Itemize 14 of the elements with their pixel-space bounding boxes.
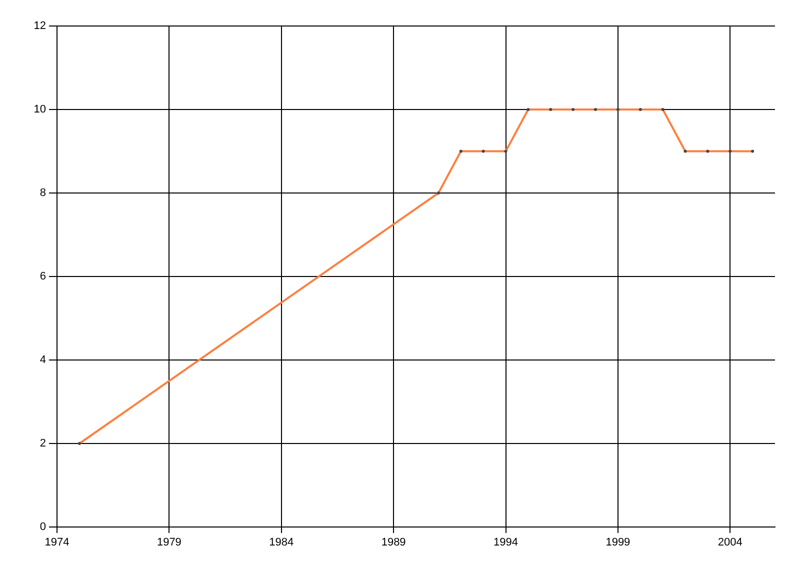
x-tick-label: 1999 [606, 536, 630, 549]
y-tick-label: 8 [40, 187, 46, 200]
x-tick-label: 1989 [381, 536, 406, 549]
x-tick-label: 1974 [44, 536, 70, 549]
y-tick-label: 2 [40, 438, 46, 450]
x-tick-label: 1994 [494, 536, 518, 549]
y-tick-label: 6 [40, 270, 46, 283]
x-tick-label: 1979 [156, 536, 182, 549]
y-tick-label: 12 [34, 20, 46, 32]
y-tick-label: 4 [40, 354, 46, 366]
y-tick-label: 0 [40, 521, 46, 534]
y-tick-label: 10 [34, 104, 46, 116]
x-tick-label: 1984 [269, 536, 294, 549]
x-tick-label: 2004 [718, 536, 742, 549]
